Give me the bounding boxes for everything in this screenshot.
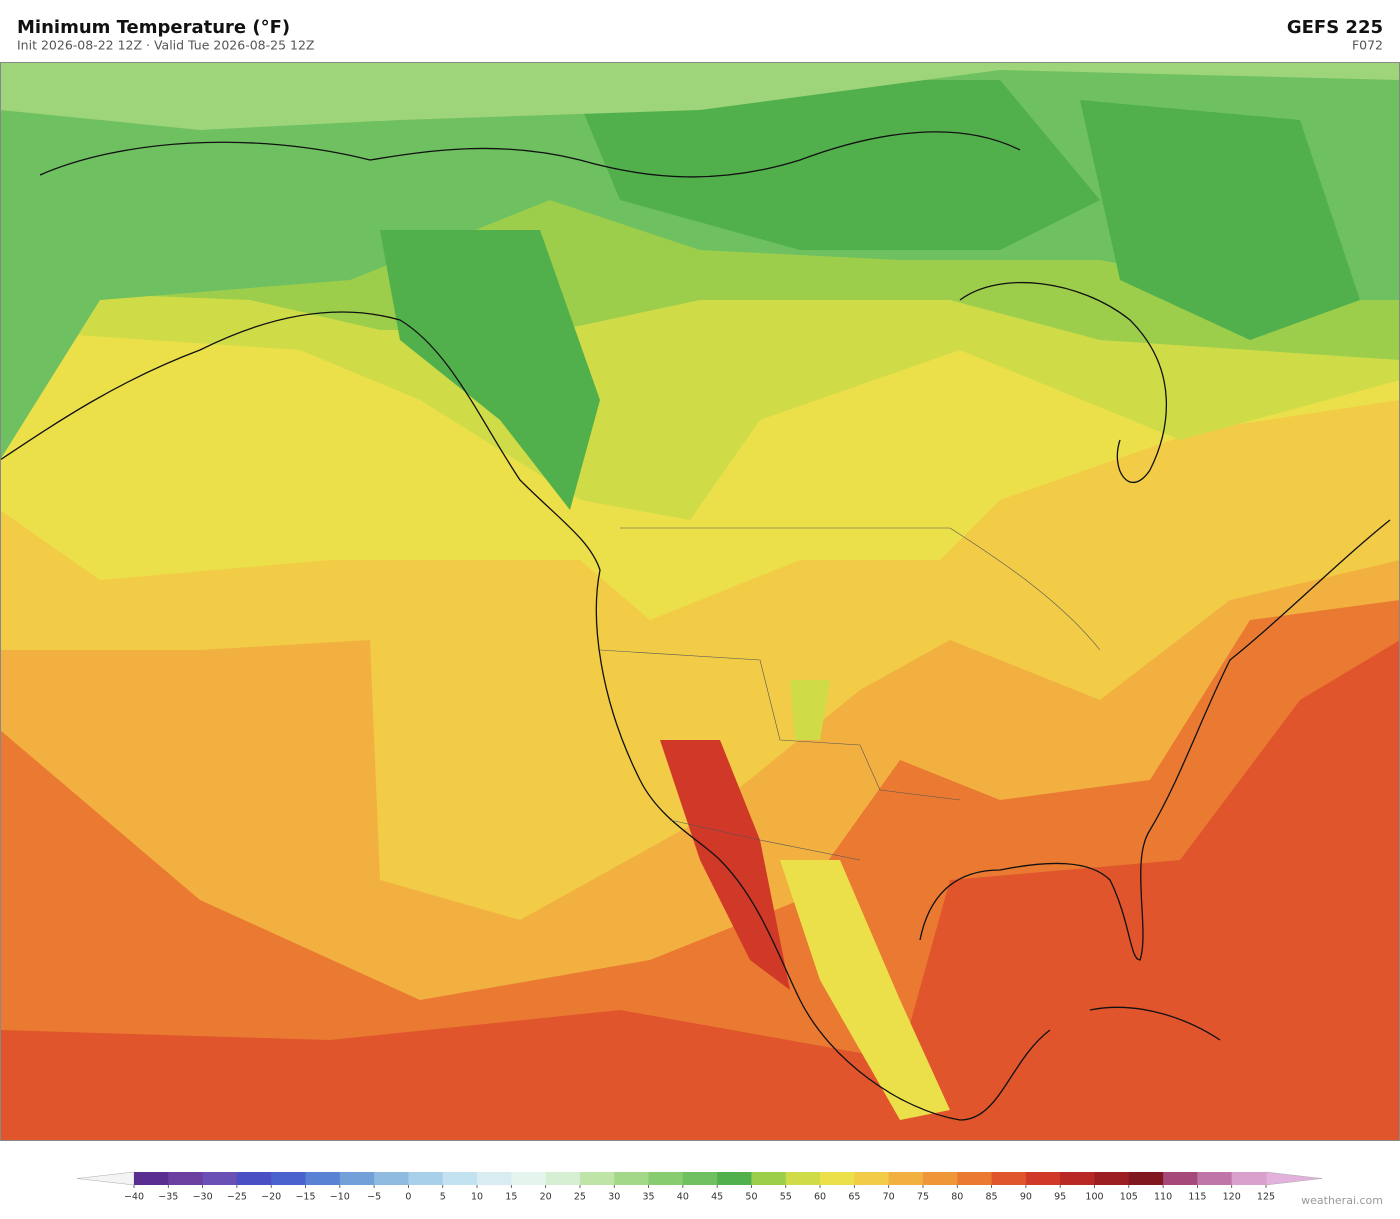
- colorbar-bin: [1128, 1172, 1164, 1185]
- colorbar-bin: [408, 1172, 444, 1185]
- colorbar-bin: [820, 1172, 855, 1185]
- colorbar-bin: [305, 1172, 341, 1185]
- colorbar-bin: [1231, 1172, 1267, 1185]
- tick-label: 115: [1188, 1192, 1206, 1203]
- colorbar-bin: [545, 1172, 581, 1185]
- tick-label: 120: [1223, 1192, 1241, 1203]
- colorbar: −40 −35 −30 −25 −20 −15 −10 −5 0 5 10 15 20 25 30 35 40 4…: [76, 1171, 1323, 1203]
- colorbar-bin: [957, 1172, 993, 1185]
- tick-label: 95: [1054, 1192, 1066, 1203]
- colorbar-bin: [854, 1172, 890, 1185]
- tick-label: 75: [917, 1192, 929, 1203]
- colorbar-bin: [511, 1172, 547, 1185]
- colorbar-bin: [134, 1172, 169, 1185]
- tick-label: 30: [608, 1192, 620, 1203]
- tick-label: 80: [951, 1192, 963, 1203]
- tick-label: 110: [1154, 1192, 1172, 1203]
- colorbar-bin: [717, 1172, 752, 1185]
- title: Minimum Temperature (°F): [17, 17, 290, 38]
- tick-label: 65: [848, 1192, 860, 1203]
- colorbar-bin: [682, 1172, 718, 1185]
- colorbar-bin: [271, 1172, 307, 1185]
- tick-label: −35: [158, 1192, 178, 1203]
- tick-label: 125: [1257, 1192, 1275, 1203]
- tick-label: 25: [574, 1192, 586, 1203]
- tick-label: 15: [505, 1192, 517, 1203]
- tick-label: 20: [540, 1192, 552, 1203]
- tick-label: 70: [883, 1192, 895, 1203]
- colorbar-bin: [991, 1172, 1027, 1185]
- tick-label: 50: [745, 1192, 757, 1203]
- forecast-hour: F072: [1352, 38, 1383, 53]
- colorbar-bin: [477, 1172, 512, 1185]
- model-label: GEFS 225: [1287, 17, 1383, 38]
- credit: weatherai.com: [1301, 1194, 1383, 1207]
- colorbar-under: [76, 1171, 135, 1186]
- colorbar-bin: [785, 1172, 821, 1185]
- tick-label: 105: [1120, 1192, 1138, 1203]
- tick-label: 55: [780, 1192, 792, 1203]
- colorbar-bin: [202, 1172, 238, 1185]
- tick-label: −5: [367, 1192, 381, 1203]
- colorbar-bin: [922, 1172, 958, 1185]
- temperature-map: [0, 62, 1400, 1140]
- tick-label: 90: [1020, 1192, 1032, 1203]
- colorbar-bin: [1060, 1172, 1095, 1185]
- colorbar-bin: [339, 1172, 375, 1185]
- tick-label: 100: [1085, 1192, 1103, 1203]
- colorbar-bin: [374, 1172, 409, 1185]
- tick-label: −10: [330, 1192, 350, 1203]
- colorbar-bin: [579, 1172, 615, 1185]
- colorbar-bin: [614, 1172, 650, 1185]
- colorbar-bin: [236, 1172, 272, 1185]
- tick-label: 10: [471, 1192, 483, 1203]
- colorbar-over: [1265, 1171, 1323, 1186]
- tick-label: −20: [261, 1192, 281, 1203]
- tick-label: 40: [677, 1192, 689, 1203]
- tick-label: −40: [124, 1192, 144, 1203]
- colorbar-bin: [168, 1172, 204, 1185]
- subtitle: Init 2026-08-22 12Z · Valid Tue 2026-08-…: [17, 38, 314, 53]
- tick-label: 5: [440, 1192, 446, 1203]
- colorbar-bin: [1094, 1172, 1130, 1185]
- colorbar-bin: [888, 1172, 924, 1185]
- tick-label: 60: [814, 1192, 826, 1203]
- tick-label: −15: [295, 1192, 315, 1203]
- colorbar-bin: [1197, 1172, 1233, 1185]
- tick-label: 35: [642, 1192, 654, 1203]
- colorbar-bin: [648, 1172, 684, 1185]
- colorbar-bin: [1025, 1172, 1061, 1185]
- tick-label: 45: [711, 1192, 723, 1203]
- tick-label: −25: [227, 1192, 247, 1203]
- tick-label: 85: [986, 1192, 998, 1203]
- colorbar-bin: [751, 1172, 787, 1185]
- tick-label: 0: [405, 1192, 411, 1203]
- colorbar-bin: [1163, 1172, 1198, 1185]
- colorbar-bin: [442, 1172, 478, 1185]
- tick-label: −30: [193, 1192, 213, 1203]
